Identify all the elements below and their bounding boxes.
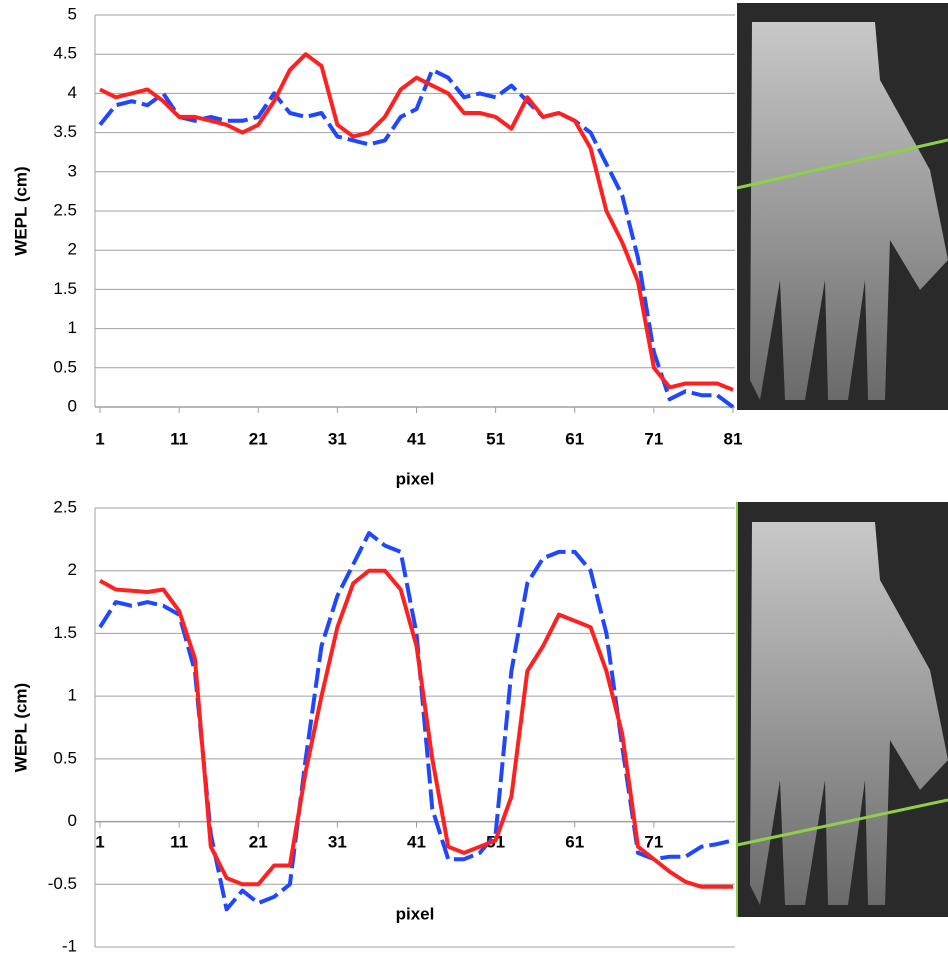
x-tick-label: 41 [407, 429, 426, 448]
hand-image-bottom [737, 502, 948, 917]
y-tick-label: 5 [68, 4, 77, 23]
x-tick-label: 11 [170, 832, 188, 851]
y-tick-label: 4.5 [53, 44, 77, 63]
y-tick-label: 0.5 [53, 748, 77, 767]
figure: 00.511.522.533.544.5511121314151617181pi… [0, 0, 948, 964]
x-tick-label: 81 [724, 429, 743, 448]
y-axis-label: WEPL (cm) [11, 683, 30, 772]
x-tick-label: 31 [328, 429, 347, 448]
y-tick-label: 2 [68, 240, 77, 259]
y-axis-label: WEPL (cm) [11, 166, 30, 255]
y-tick-label: 0.5 [53, 357, 77, 376]
x-tick-label: 71 [644, 832, 663, 851]
y-tick-label: 3 [68, 161, 77, 180]
x-tick-label: 61 [565, 429, 584, 448]
x-tick-label: 11 [170, 429, 188, 448]
x-tick-label: 61 [565, 832, 584, 851]
x-tick-label: 71 [644, 429, 663, 448]
y-tick-label: 1 [68, 686, 77, 705]
x-tick-label: 21 [249, 832, 268, 851]
x-tick-label: 21 [249, 429, 268, 448]
x-axis-label: pixel [396, 469, 435, 488]
series-line [100, 70, 733, 407]
x-tick-label: 1 [95, 832, 104, 851]
y-tick-label: 0 [68, 811, 77, 830]
y-tick-label: 2.5 [53, 497, 77, 516]
y-tick-label: 1 [68, 318, 77, 337]
x-tick-label: 1 [95, 429, 104, 448]
y-tick-label: -0.5 [48, 874, 77, 893]
y-tick-label: 0 [68, 396, 77, 415]
y-tick-label: 3.5 [53, 122, 77, 141]
y-tick-label: 4 [68, 83, 77, 102]
y-tick-label: -1 [62, 936, 77, 955]
y-tick-label: 1.5 [53, 623, 77, 642]
series-line [100, 533, 733, 909]
y-tick-label: 1.5 [53, 279, 77, 298]
y-tick-label: 2.5 [53, 200, 77, 219]
hand-image-top [737, 3, 948, 410]
x-axis-label: pixel [396, 904, 435, 923]
y-tick-label: 2 [68, 560, 77, 579]
x-tick-label: 41 [407, 832, 426, 851]
x-tick-label: 51 [486, 429, 505, 448]
x-tick-label: 31 [328, 832, 347, 851]
